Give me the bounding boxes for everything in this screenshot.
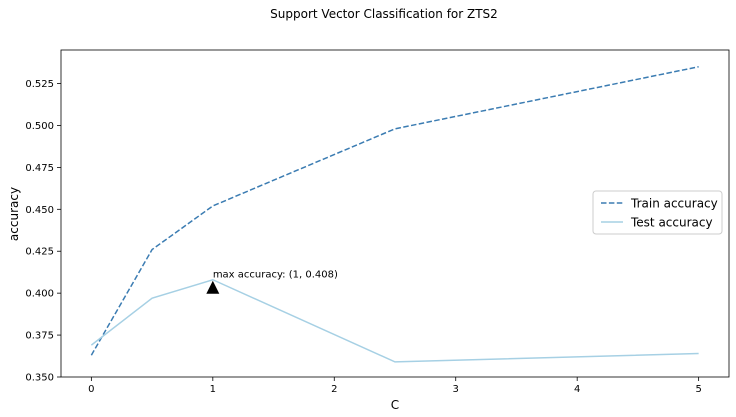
y-tick-label: 0.400: [25, 289, 54, 300]
data-point: [211, 204, 214, 207]
series-line-train-accuracy: [90, 66, 699, 356]
legend: Train accuracy Test accuracy: [592, 190, 723, 235]
data-point: [697, 352, 700, 355]
data-point: [151, 297, 154, 300]
data-point: [151, 248, 154, 251]
plot-frame: [60, 49, 730, 378]
y-tick-label: 0.525: [25, 79, 54, 90]
y-axis-title: accuracy: [7, 187, 21, 241]
legend-label: Test accuracy: [630, 216, 713, 230]
x-tick-label: 0: [88, 384, 94, 395]
legend-box: [592, 190, 723, 235]
x-tick-label: 5: [695, 384, 701, 395]
y-tick-label: 0.500: [25, 121, 54, 132]
annotation-layer: max accuracy: (1, 0.408): [206, 270, 338, 294]
data-point: [90, 344, 93, 347]
x-tick-label: 1: [210, 384, 216, 395]
y-tick-label: 0.375: [25, 331, 54, 342]
data-point: [394, 127, 397, 130]
data-point: [697, 65, 700, 68]
y-tick-label: 0.350: [25, 373, 54, 384]
y-tick-label: 0.450: [25, 205, 54, 216]
max-accuracy-marker: [206, 280, 220, 294]
x-tick-label: 2: [331, 384, 337, 395]
chart-title: Support Vector Classification for ZTS2: [270, 7, 498, 21]
x-axis-title: C: [391, 398, 399, 412]
series-line-test-accuracy: [90, 278, 699, 363]
data-point: [90, 354, 93, 357]
legend-label: Train accuracy: [630, 197, 718, 211]
y-tick-label: 0.425: [25, 247, 54, 258]
data-point: [394, 360, 397, 363]
y-tick-label: 0.475: [25, 163, 54, 174]
x-tick-label: 4: [574, 384, 580, 395]
series-layer: [90, 65, 700, 363]
max-accuracy-annotation: max accuracy: (1, 0.408): [213, 270, 338, 281]
axes-layer: 0 1 2 3 4 5 0.350 0.375 0.400 0.425 0.450 0.475 0.50…: [25, 49, 730, 395]
x-tick-label: 3: [453, 384, 459, 395]
